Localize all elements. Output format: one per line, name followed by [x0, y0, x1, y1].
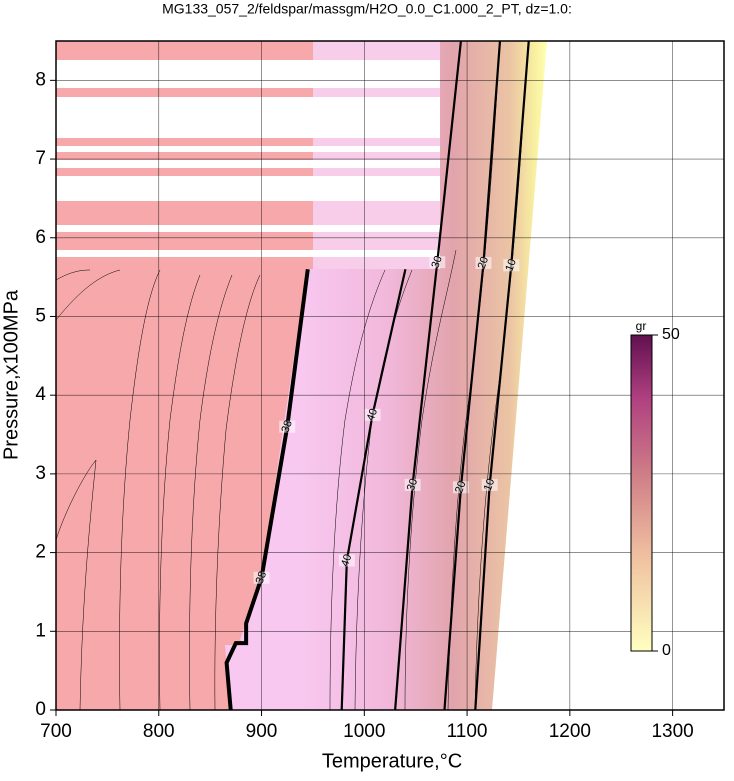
contour-label-bg [429, 256, 446, 269]
contour-line [224, 268, 310, 710]
y-tick-label: 4 [35, 384, 46, 405]
contour-label: 38 [279, 419, 294, 435]
contour-label: 10 [503, 257, 518, 273]
contour-label-bg [475, 256, 492, 269]
contour-label-bg [338, 554, 355, 567]
contour-label-bg [503, 259, 520, 272]
x-tick-label: 1000 [343, 721, 385, 742]
y-axis-label: Pressure,x100MPa [0, 289, 22, 460]
contour-line [474, 41, 530, 710]
contour-label-bg [364, 408, 381, 421]
contour-line [340, 269, 407, 710]
y-tick-label: 7 [35, 148, 46, 169]
contour-line [443, 41, 502, 710]
contour-label-bg [481, 478, 498, 491]
x-tick-label: 1200 [549, 721, 591, 742]
grid-layer: 700 800 900 1000 1100 1200 1300 0 1 2 3 4 5 6 7 8 [35, 41, 724, 742]
contour-label-bg [279, 420, 296, 433]
y-tick-label: 8 [35, 69, 46, 90]
contour-label: 30 [429, 254, 444, 270]
x-tick-label: 700 [40, 721, 72, 742]
contour-label: 40 [339, 553, 354, 569]
contour-label: 10 [482, 477, 497, 493]
x-axis-label: Temperature,°C [322, 750, 462, 772]
contour-label-bg [404, 478, 421, 491]
colorbar-tick-label: 50 [662, 326, 680, 343]
x-tick-label: 1300 [651, 721, 693, 742]
colorbar-label: gr [636, 319, 647, 333]
contour-label: 40 [365, 407, 380, 423]
chart-title: MG133_057_2/feldspar/massgm/H2O_0.0_C1.0… [162, 1, 572, 17]
contour-label: 20 [476, 255, 491, 271]
contour-label: 30 [405, 477, 420, 493]
y-tick-label: 6 [35, 227, 46, 248]
contour-label-bg [452, 481, 469, 494]
colorbar-tick-label: 0 [662, 642, 671, 659]
y-tick-label: 2 [35, 542, 46, 563]
x-tick-label: 800 [143, 721, 175, 742]
white-bands [56, 60, 440, 257]
colorbar [630, 334, 653, 652]
x-tick-label: 900 [246, 721, 278, 742]
field-salmon [56, 41, 313, 710]
contour-line [394, 41, 463, 710]
y-tick-label: 5 [35, 305, 46, 326]
y-tick-label: 0 [35, 699, 46, 720]
y-tick-label: 1 [35, 620, 46, 641]
x-tick-label: 1100 [447, 721, 488, 742]
plot-frame [55, 40, 725, 711]
contour-label: 20 [453, 479, 468, 495]
y-tick-label: 3 [35, 463, 46, 484]
